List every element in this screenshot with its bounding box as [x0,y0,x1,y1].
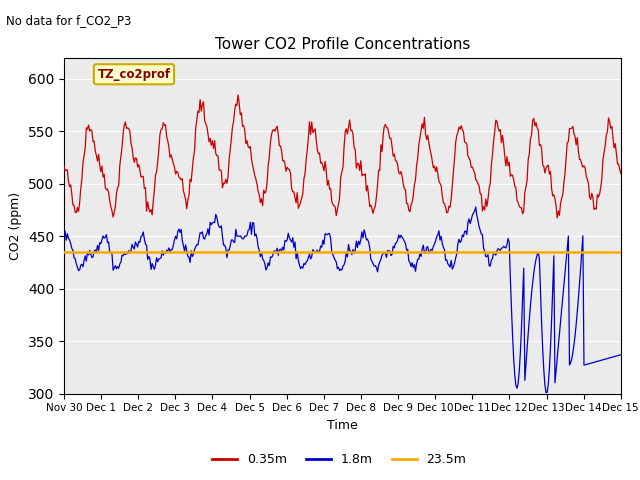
X-axis label: Time: Time [327,419,358,432]
Y-axis label: CO2 (ppm): CO2 (ppm) [10,192,22,260]
Legend: 0.35m, 1.8m, 23.5m: 0.35m, 1.8m, 23.5m [207,448,472,471]
Text: TZ_co2prof: TZ_co2prof [97,68,170,81]
Text: No data for f_CO2_P3: No data for f_CO2_P3 [6,14,132,27]
Title: Tower CO2 Profile Concentrations: Tower CO2 Profile Concentrations [214,37,470,52]
